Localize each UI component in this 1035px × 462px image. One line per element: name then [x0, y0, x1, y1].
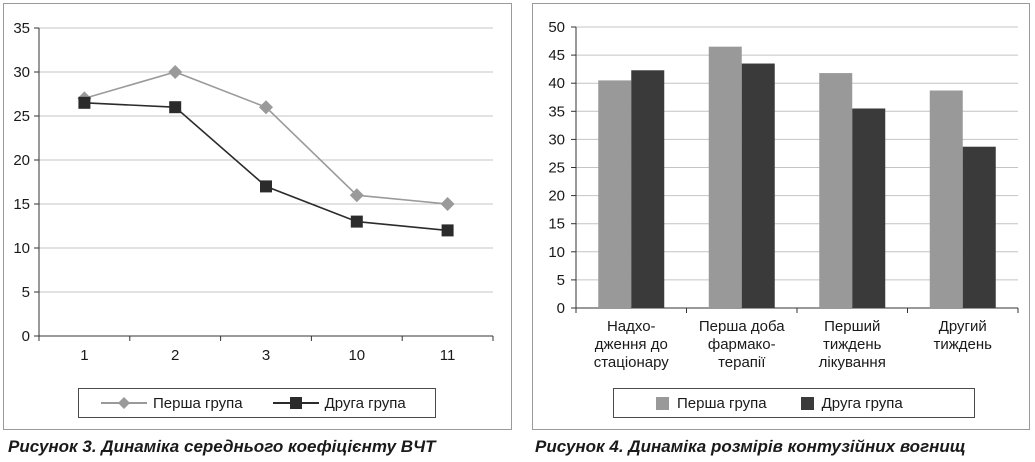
- bar-series-2: [741, 63, 775, 308]
- bar-series-1: [708, 46, 742, 309]
- x-tick-label: 3: [262, 347, 270, 364]
- x-tick-label-line: Перша доба: [699, 318, 785, 335]
- legend-swatch: [656, 396, 669, 410]
- bar-series-2: [962, 146, 996, 308]
- line-chart: 0 5 10 15 20 25 30 35 1 2 3 10 11: [13, 20, 494, 364]
- legend-label: Перша група: [677, 394, 767, 412]
- y-tick-label: 40: [548, 75, 565, 92]
- y-tick-label: 0: [22, 328, 30, 345]
- bar-chart-panel: 0 5 10 15 20 25 30 35 40 45 50 Надхо-дження до стаці…: [532, 3, 1030, 430]
- y-tick-label: 20: [548, 188, 565, 205]
- legend-label: Друга група: [324, 394, 406, 412]
- x-tick-label: 1: [80, 347, 88, 364]
- x-tick-label-line: лікування: [819, 354, 886, 371]
- y-tick-label: 30: [13, 64, 30, 81]
- line-chart-panel: 0 5 10 15 20 25 30 35 1 2 3 10 11 Перша група Друга …: [3, 3, 512, 430]
- y-tick-label: 50: [548, 19, 565, 36]
- y-tick-label: 30: [548, 131, 565, 148]
- y-tick-label: 35: [548, 103, 565, 120]
- y-tick-label: 15: [13, 196, 30, 213]
- x-tick-label-line: фармако-: [708, 336, 776, 353]
- bar-series-2: [631, 70, 665, 308]
- data-point: [350, 215, 363, 228]
- data-point: [259, 100, 273, 115]
- legend-swatch: [800, 396, 814, 410]
- y-tick-label: 35: [13, 20, 30, 37]
- diamond-marker-icon: [101, 397, 147, 409]
- bar-series-1: [819, 73, 853, 308]
- bar-series-2: [852, 108, 886, 309]
- x-tick-label: 10: [348, 347, 365, 364]
- x-tick-label-line: Надхо-: [607, 318, 656, 335]
- legend-label: Перша група: [153, 394, 243, 412]
- y-tick-label: 25: [13, 108, 30, 125]
- x-tick-label-line: терапії: [718, 354, 766, 371]
- series-line-2: [84, 102, 448, 232]
- square-marker-icon: [272, 397, 319, 409]
- x-tick-label: Надхо-дження до стаціонару: [594, 318, 670, 371]
- figure-caption: Рисунок 3. Динаміка середнього коефіцієн…: [8, 437, 436, 456]
- x-tick-label: Перша доба фармако-терапії: [699, 318, 785, 371]
- data-point: [78, 96, 91, 109]
- y-tick-label: 5: [557, 272, 565, 289]
- data-point: [168, 65, 183, 79]
- y-tick-label: 25: [548, 160, 565, 177]
- bar-chart: 0 5 10 15 20 25 30 35 40 45 50 Надхо-дження до стаці…: [548, 19, 1019, 371]
- data-point: [260, 180, 272, 193]
- legend-item-series-1: Перша група: [656, 395, 767, 412]
- legend-item-series-2: Друга група: [272, 394, 406, 412]
- y-tick-label: 0: [557, 300, 565, 317]
- x-tick-label: Другий тиждень: [934, 318, 993, 353]
- x-tick-label: 2: [171, 347, 179, 364]
- y-tick-label: 45: [548, 47, 565, 64]
- x-tick-label-line: Перший: [824, 318, 880, 335]
- y-tick-label: 20: [13, 152, 30, 169]
- legend-item-series-2: Друга група: [800, 394, 903, 412]
- x-tick-label-line: тиждень: [934, 336, 993, 353]
- y-tick-label: 15: [548, 216, 565, 233]
- y-tick-label: 10: [13, 240, 30, 257]
- data-point: [441, 224, 454, 237]
- bar-series-1: [929, 90, 963, 308]
- data-point: [169, 101, 182, 114]
- x-tick-label: Перший тиждень лікування: [819, 318, 886, 371]
- x-tick-label-line: стаціонару: [594, 354, 670, 371]
- legend-label: Друга група: [821, 394, 903, 412]
- figure-caption: Рисунок 4. Динаміка розмірів контузійних…: [535, 437, 966, 456]
- x-tick-label-line: тиждень: [823, 336, 882, 353]
- y-tick-label: 10: [548, 244, 565, 261]
- x-tick-label-line: дження до: [595, 336, 668, 353]
- data-point: [349, 188, 364, 203]
- data-point: [440, 197, 455, 211]
- bar-series-1: [598, 80, 632, 308]
- line-chart-legend: Перша група Друга група: [78, 388, 436, 418]
- legend-item-series-1: Перша група: [101, 395, 243, 412]
- bar-chart-legend: Перша група Друга група: [613, 388, 975, 418]
- y-tick-label: 5: [22, 284, 30, 301]
- x-tick-label: 11: [440, 347, 456, 364]
- x-tick-label-line: Другий: [939, 318, 987, 335]
